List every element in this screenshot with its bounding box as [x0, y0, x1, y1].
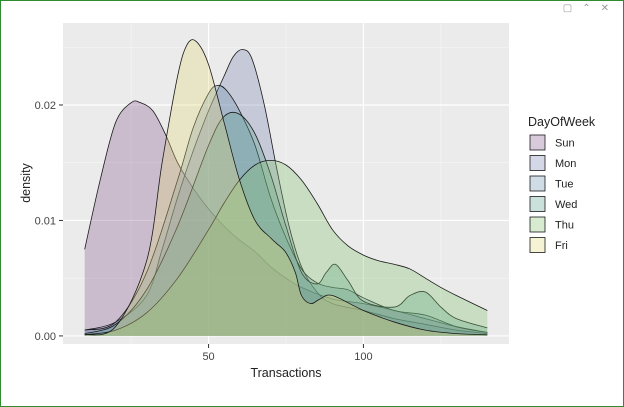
restore-icon[interactable]: ▢ — [562, 3, 573, 14]
x-tick-label: 100 — [354, 351, 372, 363]
window-controls: ▢ ⌃ ✕ — [563, 3, 609, 14]
legend-key-bg — [529, 134, 546, 151]
axis-layer: 50 100 0.00 0.01 0.02 — [35, 100, 373, 363]
legend-key-sun — [529, 134, 546, 151]
density-line-wed — [84, 111, 488, 334]
density-line-fri — [84, 39, 488, 336]
series-layer — [84, 39, 488, 336]
density-line-thu — [84, 160, 488, 336]
grid-major — [63, 23, 509, 344]
density-area-fri — [84, 39, 488, 336]
legend-label-thu: Thu — [555, 220, 574, 232]
legend-key-tue — [529, 175, 546, 192]
close-icon[interactable]: ✕ — [600, 3, 609, 14]
legend-label-mon: Mon — [555, 158, 576, 170]
y-tick-label: 0.02 — [35, 100, 56, 112]
legend-key-bg — [529, 216, 546, 233]
legend-label-fri: Fri — [555, 240, 568, 252]
legend-label-sun: Sun — [555, 138, 575, 150]
x-axis-title: Transactions — [250, 366, 321, 380]
legend-label-tue: Tue — [555, 179, 574, 191]
legend-key-thu — [529, 216, 546, 233]
density-line-sun — [84, 100, 488, 333]
y-axis-title: density — [19, 162, 33, 202]
density-area-tue — [84, 85, 488, 336]
legend-key-mon — [529, 155, 546, 171]
density-line-mon — [84, 49, 488, 335]
density-area-sun — [84, 100, 488, 336]
y-tick-label: 0.00 — [35, 331, 56, 343]
legend-key-bg — [529, 195, 546, 213]
legend-title: DayOfWeek — [528, 115, 596, 129]
legend-label-wed: Wed — [555, 199, 577, 211]
density-area-wed — [84, 112, 488, 336]
y-tick-label: 0.01 — [35, 215, 56, 227]
legend: DayOfWeek Sun Mon Tue Wed Thu Fri — [528, 115, 596, 254]
x-tick-label: 50 — [202, 351, 214, 363]
legend-key-bg — [529, 236, 546, 254]
legend-key-bg — [529, 154, 546, 172]
density-area-mon — [84, 49, 488, 336]
collapse-icon[interactable]: ⌃ — [582, 3, 591, 14]
density-area-thu — [84, 160, 488, 336]
grid-minor — [63, 23, 509, 344]
legend-key-wed — [529, 196, 546, 212]
legend-key-fri — [529, 237, 546, 253]
legend-key-bg — [529, 175, 546, 192]
